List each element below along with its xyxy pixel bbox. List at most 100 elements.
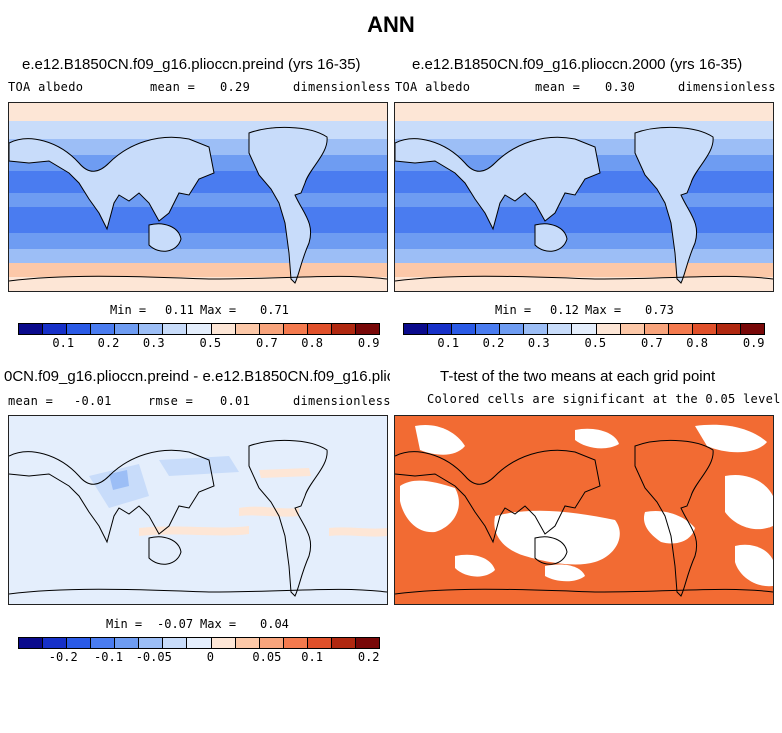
- colorbar-swatch: [428, 324, 453, 334]
- panel-1-title: e.e12.B1850CN.f09_g16.plioccn.preind (yr…: [22, 56, 361, 73]
- colorbar-swatch: [187, 638, 212, 648]
- colorbar-swatch: [139, 638, 164, 648]
- colorbar-tick-label: 0.2: [482, 336, 505, 350]
- panel-3-rmse-value: 0.01: [220, 394, 251, 408]
- colorbar-swatch: [115, 324, 140, 334]
- colorbar-tick-label: 0.3: [142, 336, 165, 350]
- colorbar-swatch: [211, 638, 236, 648]
- colorbar-swatch: [139, 324, 164, 334]
- panel-2-units: dimensionless: [678, 80, 776, 94]
- colorbar-swatch: [355, 324, 379, 334]
- panel-2-max-value: 0.73: [645, 303, 674, 317]
- colorbar-swatch: [91, 638, 116, 648]
- panel-3-min-label: Min =: [106, 617, 143, 631]
- colorbar-swatch: [259, 324, 284, 334]
- panel-3-colorbar-ticks: -0.2 -0.1 -0.05 0 0.05 0.1 0.2: [18, 650, 380, 666]
- colorbar-tick-label: 0.9: [357, 336, 380, 350]
- colorbar-swatch: [163, 638, 188, 648]
- panel-3-min-value: -0.07: [157, 617, 194, 631]
- colorbar-tick-label: 0.1: [437, 336, 460, 350]
- colorbar-tick-label: 0.2: [357, 650, 380, 664]
- colorbar-swatch: [355, 638, 379, 648]
- colorbar-swatch: [187, 324, 212, 334]
- colorbar-swatch: [620, 324, 645, 334]
- panel-2-max-label: Max =: [585, 303, 622, 317]
- panel-4-title: T-test of the two means at each grid poi…: [440, 368, 716, 385]
- colorbar-swatch: [235, 324, 260, 334]
- panel-3-map: [8, 415, 388, 605]
- colorbar-swatch: [235, 638, 260, 648]
- colorbar-swatch: [644, 324, 669, 334]
- colorbar-swatch: [596, 324, 621, 334]
- panel-1-mean-value: 0.29: [220, 80, 251, 94]
- panel-1-min-value: 0.11: [165, 303, 194, 317]
- panel-2-mean-value: 0.30: [605, 80, 636, 94]
- colorbar-swatch: [548, 324, 573, 334]
- panel-3-title: 0CN.f09_g16.plioccn.preind - e.e12.B1850…: [4, 368, 390, 385]
- colorbar-swatch: [476, 324, 501, 334]
- page-title: ANN: [367, 12, 415, 37]
- panel-1-max-label: Max =: [200, 303, 237, 317]
- colorbar-tick-label: -0.1: [94, 650, 123, 664]
- colorbar-tick-label: 0.3: [527, 336, 550, 350]
- panel-1-min-label: Min =: [110, 303, 147, 317]
- panel-3-max-label: Max =: [200, 617, 237, 631]
- colorbar-swatch: [740, 324, 764, 334]
- colorbar-swatch: [211, 324, 236, 334]
- colorbar-swatch: [283, 638, 308, 648]
- panel-1-map: [8, 102, 388, 292]
- colorbar-swatch: [19, 638, 44, 648]
- colorbar-swatch: [259, 638, 284, 648]
- colorbar-tick-label: 0.9: [742, 336, 765, 350]
- colorbar-swatch: [572, 324, 597, 334]
- panel-3-mean-value: -0.01: [74, 394, 112, 408]
- colorbar-tick-label: 0.8: [686, 336, 708, 350]
- panel-2-title: e.e12.B1850CN.f09_g16.plioccn.2000 (yrs …: [412, 56, 743, 73]
- colorbar-tick-label: 0.7: [641, 336, 663, 350]
- colorbar-swatch: [307, 638, 332, 648]
- panel-3-rmse-label: rmse =: [148, 394, 194, 408]
- panel-3-max-value: 0.04: [260, 617, 289, 631]
- panel-2-min-label: Min =: [495, 303, 532, 317]
- colorbar-swatch: [307, 324, 332, 334]
- panel-2-min-value: 0.12: [550, 303, 579, 317]
- panel-4-subtitle: Colored cells are significant at the 0.0…: [427, 392, 781, 406]
- colorbar-tick-label: 0.7: [256, 336, 278, 350]
- panel-3-units: dimensionless: [293, 394, 391, 408]
- colorbar-swatch: [91, 324, 116, 334]
- panel-3-colorbar: [18, 637, 380, 649]
- colorbar-tick-label: 0.5: [199, 336, 222, 350]
- colorbar-tick-label: 0.05: [252, 650, 282, 664]
- panel-1-units: dimensionless: [293, 80, 391, 94]
- colorbar-swatch: [404, 324, 429, 334]
- colorbar-swatch: [692, 324, 717, 334]
- colorbar-swatch: [331, 638, 356, 648]
- colorbar-swatch: [67, 638, 92, 648]
- panel-3-mean-label: mean =: [8, 394, 54, 408]
- colorbar-swatch: [668, 324, 693, 334]
- colorbar-tick-label: 0.8: [301, 336, 323, 350]
- colorbar-tick-label: 0.1: [301, 650, 323, 664]
- colorbar-swatch: [524, 324, 549, 334]
- colorbar-swatch: [19, 324, 44, 334]
- panel-1-mean-label: mean =: [150, 80, 196, 94]
- colorbar-swatch: [43, 324, 68, 334]
- panel-4-map: [394, 415, 774, 605]
- colorbar-tick-label: -0.05: [135, 650, 172, 664]
- colorbar-swatch: [716, 324, 741, 334]
- panel-1-variable: TOA albedo: [8, 80, 84, 94]
- panel-1-max-value: 0.71: [260, 303, 289, 317]
- panel-2-mean-label: mean =: [535, 80, 581, 94]
- panel-2-colorbar-ticks: 0.1 0.2 0.3 0.5 0.7 0.8 0.9: [403, 336, 765, 352]
- panel-2-variable: TOA albedo: [395, 80, 471, 94]
- colorbar-swatch: [67, 324, 92, 334]
- panel-2-map: [394, 102, 774, 292]
- colorbar-tick-label: 0: [206, 650, 214, 664]
- colorbar-swatch: [331, 324, 356, 334]
- panel-1-colorbar-ticks: 0.1 0.2 0.3 0.5 0.7 0.8 0.9: [18, 336, 380, 352]
- colorbar-swatch: [43, 638, 68, 648]
- colorbar-swatch: [163, 324, 188, 334]
- colorbar-tick-label: 0.2: [97, 336, 120, 350]
- colorbar-swatch: [115, 638, 140, 648]
- colorbar-tick-label: -0.2: [48, 650, 78, 664]
